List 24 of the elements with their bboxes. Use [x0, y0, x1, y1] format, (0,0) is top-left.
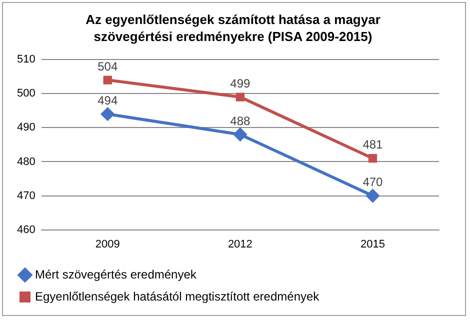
y-tick-label: 490: [16, 122, 36, 134]
point: [366, 189, 380, 202]
x-tick-label: 2012: [228, 238, 252, 250]
y-tick-label: 470: [16, 190, 36, 202]
point: [234, 128, 247, 141]
y-tick-label: 460: [16, 224, 36, 236]
y-tick-label: 510: [16, 54, 36, 66]
point: [103, 76, 112, 84]
x-tick-label: 2009: [95, 238, 120, 250]
y-tick-label: 480: [16, 156, 36, 168]
x-tick-label: 2015: [360, 238, 385, 250]
point: [236, 92, 245, 102]
data-label: 470: [362, 175, 384, 190]
point: [101, 108, 114, 121]
point: [368, 154, 378, 163]
data-label: 499: [230, 76, 251, 90]
data-label: 481: [362, 138, 384, 152]
legend-label: Mért szövegértés eredmények: [35, 267, 198, 282]
chart-title: Az egyenlőtlenségek számított hatása a magyar szövegértési eredményekre (PISA 2009-2015): [84, 11, 382, 45]
data-label: 494: [98, 93, 118, 108]
data-label: 504: [98, 59, 118, 74]
y-tick-label: 500: [16, 88, 36, 100]
data-label: 488: [230, 114, 251, 128]
legend-label: Egyenlőtlenségek hatásától megtisztított eredmények: [35, 289, 320, 304]
